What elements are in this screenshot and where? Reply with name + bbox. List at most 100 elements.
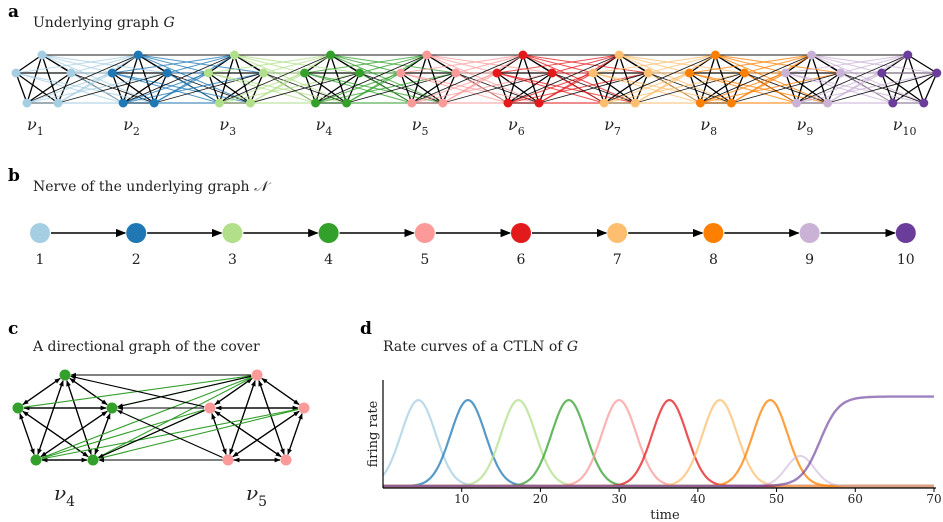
nerve-node-label: 3 [228, 252, 237, 268]
nerve-node [511, 223, 531, 243]
rate-curve [383, 398, 934, 488]
graph-edge [411, 72, 498, 104]
graph-edge [496, 72, 509, 104]
graph-node [11, 68, 21, 78]
cover-edge [19, 413, 35, 455]
graph-edge [699, 54, 717, 104]
rate-curve [383, 454, 934, 487]
directional-graph-edges [19, 372, 303, 463]
x-tick-label: 30 [612, 492, 627, 506]
graph-edge [700, 72, 841, 104]
graph-edge [592, 72, 605, 104]
graph-edge [604, 54, 716, 104]
x-tick-label: 60 [848, 492, 863, 506]
graph-edge [359, 54, 427, 74]
cover-edge [22, 377, 61, 406]
graph-edge [70, 54, 139, 74]
panel-a-label: a [8, 2, 19, 22]
graph-edge [796, 54, 908, 104]
rate-curve [383, 398, 934, 488]
graph-node [203, 68, 213, 78]
panel-d-title: Rate curves of a CTLN of G [383, 339, 578, 355]
graph-node [342, 98, 352, 108]
rate-curve [383, 398, 934, 488]
graph-edge [538, 72, 553, 104]
nerve-nodes: 1 2 3 4 5 6 7 8 9 10 [30, 223, 916, 268]
graph-node [877, 68, 887, 78]
graph-node [53, 98, 63, 108]
graph-edge [249, 72, 264, 104]
graph-edge [153, 72, 209, 104]
nerve-node-label: 9 [805, 252, 814, 268]
x-ticks: 10 20 30 40 50 60 70 [454, 488, 942, 506]
graph-edge [315, 72, 401, 104]
graph-edge [840, 54, 908, 74]
cover-edge [229, 380, 256, 455]
graph-edge [123, 72, 209, 104]
graph-edge [167, 54, 235, 74]
nerve-node-label: 8 [709, 252, 718, 268]
graph-edge [26, 72, 168, 104]
graph-edge [346, 72, 361, 104]
graph-edge [57, 72, 168, 104]
cover-labels: ν1 ν2 ν3 ν4 ν5 ν6 ν7 ν8 ν9 ν10 [27, 115, 917, 138]
graph-node [630, 98, 640, 108]
graph-edge [26, 72, 113, 104]
graph-node [118, 98, 128, 108]
graph-node [792, 98, 802, 108]
nerve-node-label: 1 [36, 252, 45, 268]
graph-edge [219, 72, 305, 104]
panel-c-left-label: ν4 [54, 481, 75, 510]
graph-node [919, 98, 929, 108]
cover-node-v5 [298, 402, 310, 414]
graph-node [684, 68, 694, 78]
graph-node [407, 98, 417, 108]
cover-edge [98, 377, 252, 458]
cover-edge [41, 376, 252, 459]
graph-node [422, 50, 432, 60]
graph-edge [263, 54, 331, 74]
cover-edge [287, 413, 303, 455]
graph-edge [507, 72, 594, 104]
graph-edge [442, 72, 498, 104]
cover-edge [258, 380, 285, 455]
cover-edge [98, 408, 299, 460]
graph-edge [796, 72, 937, 104]
rate-curve [383, 398, 934, 488]
graph-node [438, 98, 448, 108]
cover-label: ν7 [604, 115, 621, 138]
cover-edge [69, 377, 108, 406]
cover-edge [22, 410, 89, 458]
graph-edge [730, 72, 745, 104]
graph-edge [122, 54, 139, 104]
rate-curve [382, 398, 934, 488]
graph-edge [219, 72, 360, 104]
cover-node-v5 [280, 454, 292, 466]
underlying-graph-nodes [11, 50, 942, 108]
rate-curve [383, 398, 934, 488]
graph-edge [507, 72, 649, 104]
x-tick-label: 10 [454, 492, 469, 506]
x-tick-label: 70 [926, 492, 941, 506]
cover-node-v4 [106, 402, 118, 414]
cover-label: ν4 [316, 115, 333, 138]
graph-edge [218, 54, 236, 104]
cover-edge [261, 377, 300, 406]
graph-edge [400, 72, 413, 104]
graph-node [781, 68, 791, 78]
graph-edge [111, 72, 124, 104]
panel-a: a Underlying graph G ν1 ν2 ν3 ν4 ν5 ν6 ν7 ν8 ν9 ν… [8, 2, 942, 138]
graph-node [695, 98, 705, 108]
graph-edge [250, 72, 360, 104]
rate-curve [383, 398, 934, 488]
graph-node [599, 98, 609, 108]
graph-edge [346, 72, 456, 104]
graph-node [836, 68, 846, 78]
panel-b-label: b [8, 166, 20, 186]
graph-node [518, 50, 528, 60]
graph-edge [123, 54, 235, 104]
graph-edge [57, 72, 72, 104]
graph-edge [123, 72, 264, 104]
nerve-node [318, 223, 339, 243]
